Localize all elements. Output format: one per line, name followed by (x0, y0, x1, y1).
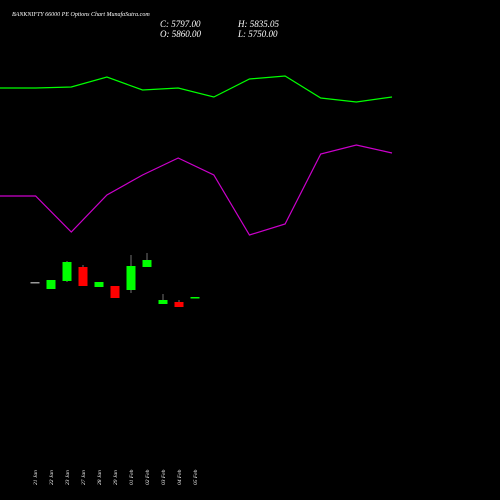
candle-body (62, 262, 72, 281)
candle-body (94, 282, 104, 287)
x-tick-label: 22 Jan (49, 470, 55, 485)
x-tick-label: 21 Jan (33, 470, 39, 485)
candle-body (78, 267, 88, 286)
open-label: O: 5860.00 (160, 29, 201, 39)
candle-body (30, 282, 40, 284)
high-label: H: 5835.05 (237, 19, 279, 29)
x-tick-label: 05 Feb (193, 469, 199, 485)
x-tick-label: 23 Jan (65, 470, 71, 485)
indicator-line (0, 75, 393, 103)
close-label: C: 5797.00 (160, 19, 201, 29)
x-tick-label: 02 Feb (145, 469, 151, 485)
chart-title: BANKNIFTY 66000 PE Options Chart MunafaS… (12, 11, 150, 18)
x-tick-label: 04 Feb (176, 469, 183, 485)
x-tick-label: 01 Feb (129, 469, 135, 485)
x-tick-label: 03 Feb (161, 469, 167, 485)
indicator-line (0, 144, 393, 236)
candle-body (142, 260, 152, 267)
x-tick-label: 28 Jan (97, 470, 103, 485)
candle-body (158, 300, 168, 304)
candle-body (110, 286, 120, 298)
candle-body (190, 297, 200, 299)
candle-body (126, 266, 136, 290)
x-tick-label: 27 Jan (81, 470, 87, 485)
low-label: L: 5750.00 (237, 29, 278, 39)
x-tick-label: 29 Jan (113, 470, 119, 485)
candle-body (174, 302, 184, 307)
candle-body (46, 280, 56, 289)
